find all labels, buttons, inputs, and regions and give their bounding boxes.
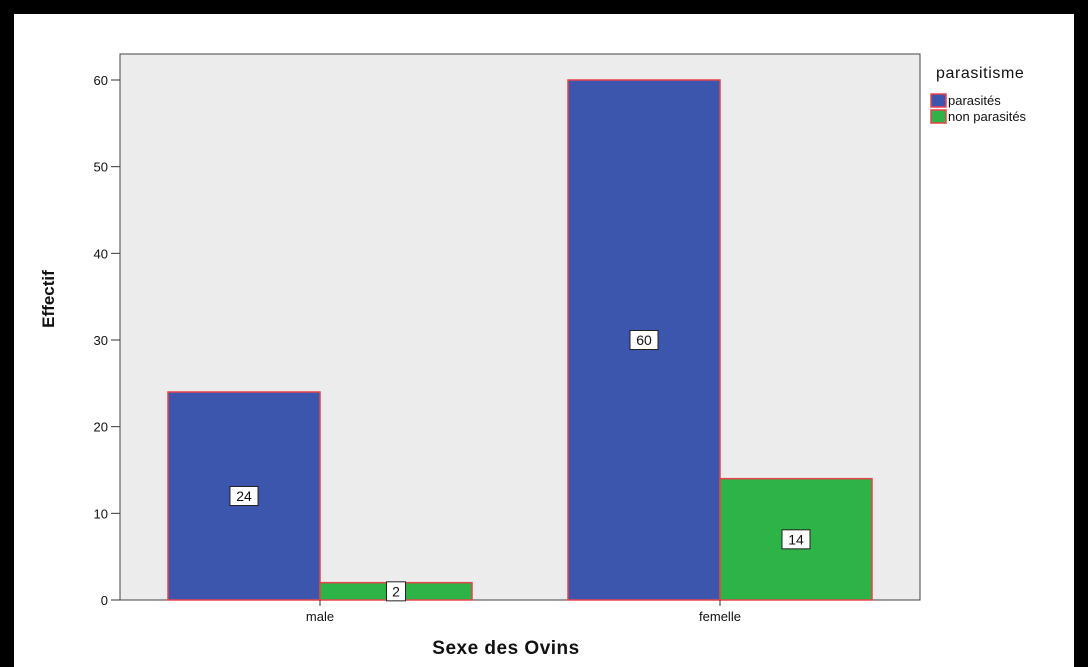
y-tick-label: 40 bbox=[94, 246, 108, 261]
x-tick-label: femelle bbox=[699, 609, 741, 624]
chart-frame: 0 10 20 30 40 50 60 male femelle 24 2 60 14 Sexe de… bbox=[14, 14, 1074, 667]
data-label: 24 bbox=[236, 488, 252, 504]
y-tick-label: 50 bbox=[94, 160, 108, 175]
data-label-box bbox=[386, 581, 406, 602]
bar-chart: 0 10 20 30 40 50 60 male femelle 24 2 60 14 Sexe de… bbox=[39, 53, 1027, 659]
y-axis-title: Effectif bbox=[39, 270, 58, 328]
y-tick-label: 30 bbox=[94, 333, 108, 348]
legend-title: parasitisme bbox=[936, 65, 1024, 82]
y-tick-label: 60 bbox=[94, 73, 108, 88]
data-label: 60 bbox=[636, 332, 652, 348]
data-label: 2 bbox=[392, 583, 400, 599]
data-label: 14 bbox=[788, 531, 804, 547]
data-label-box bbox=[229, 486, 259, 506]
legend-label: non parasités bbox=[948, 109, 1027, 124]
x-axis-title: Sexe des Ovins bbox=[432, 638, 579, 659]
legend-swatch bbox=[930, 93, 947, 108]
y-tick-label: 10 bbox=[94, 506, 108, 521]
y-axis: 0 10 20 30 40 50 60 male femelle bbox=[94, 73, 741, 624]
data-label-box bbox=[781, 529, 811, 550]
legend-swatch bbox=[930, 109, 947, 124]
data-labels: 24 2 60 14 bbox=[229, 330, 811, 602]
legend-label: parasités bbox=[948, 93, 1001, 108]
y-tick-label: 0 bbox=[101, 593, 108, 608]
data-label-box bbox=[629, 330, 659, 350]
x-tick-label: male bbox=[306, 609, 334, 624]
y-tick-label: 20 bbox=[94, 420, 108, 435]
